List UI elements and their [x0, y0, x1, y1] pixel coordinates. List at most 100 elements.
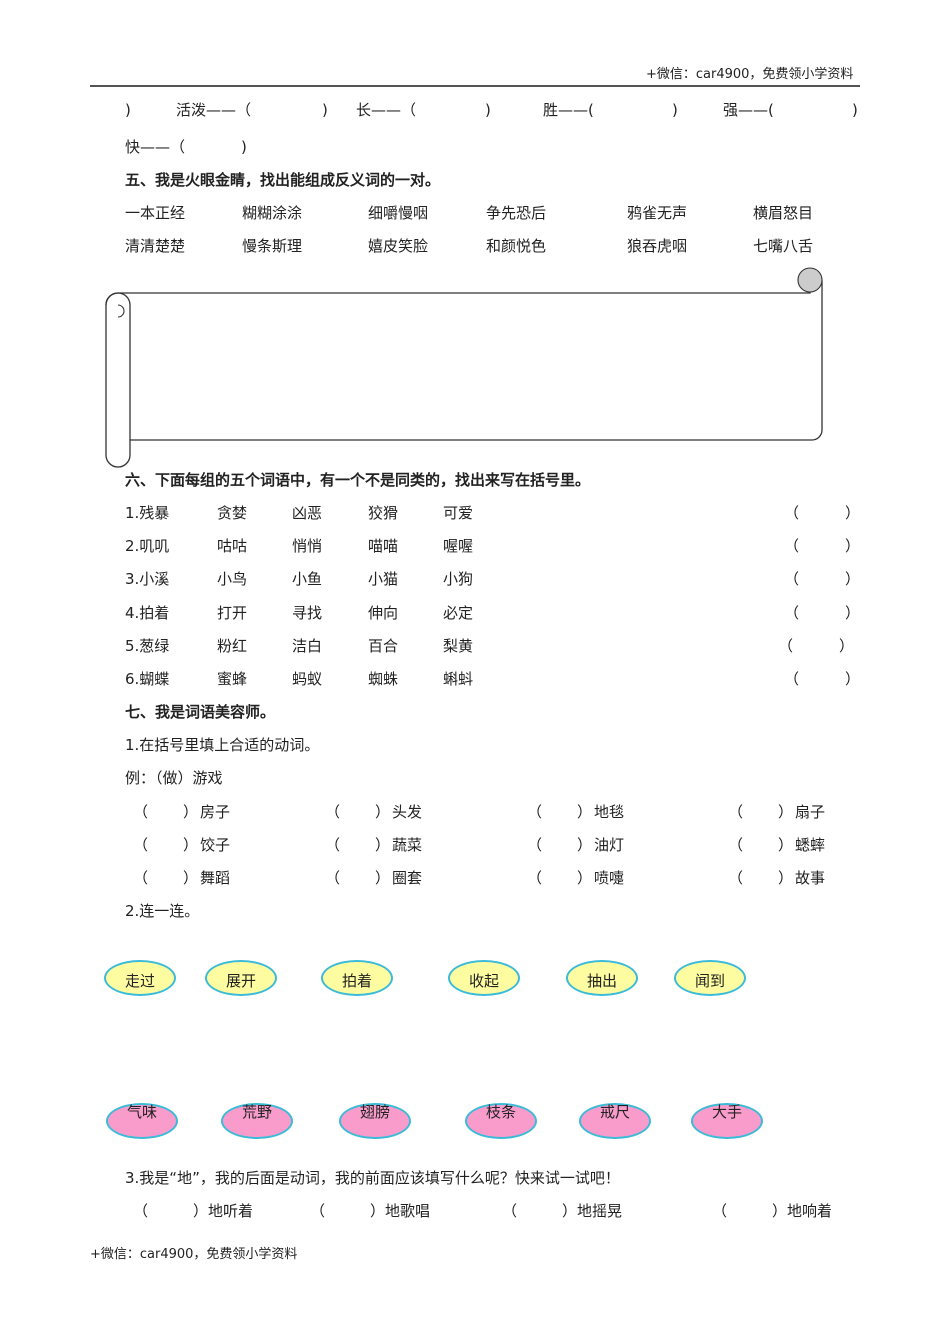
noun-bubble[interactable]: 气味 [106, 1103, 178, 1139]
verb-bubble[interactable]: 抽出 [566, 960, 638, 996]
word-option: 悄悄 [292, 537, 323, 556]
fill-paren-open: （ [325, 803, 341, 821]
header-rule [90, 85, 860, 87]
fill-paren-close: ） [183, 836, 199, 854]
question-3: 3.我是“地”，我的后面是动词，我的前面应该填写什么呢？快来试一试吧！ [125, 1169, 620, 1187]
word-option: 小狗 [443, 570, 474, 589]
word-option: 蜘蛛 [368, 670, 399, 688]
section-7-title: 七、我是词语美容师。 [125, 703, 276, 721]
antonym-fill-text: 胜——( [543, 101, 594, 119]
word-option: 可爱 [443, 504, 474, 522]
idiom-word: 七嘴八舌 [753, 237, 814, 255]
adverb-target-word: 地听着 [208, 1202, 254, 1220]
idiom-word: 和颜悦色 [486, 237, 547, 255]
fill-paren-close: ） [577, 836, 593, 854]
noun-bubble[interactable]: 大手 [691, 1103, 763, 1139]
antonym-fill-text: 长——（ [356, 101, 417, 119]
fill-word: 饺子 [200, 836, 231, 854]
fill-paren-open: （ [325, 869, 341, 887]
verb-bubble-label: 抽出 [586, 972, 617, 990]
verb-bubble[interactable]: 展开 [205, 960, 277, 996]
word-option: 凶恶 [292, 504, 323, 522]
antonym-fill-text: ) [241, 138, 247, 156]
idiom-word: 慢条斯理 [242, 237, 303, 255]
fill-paren-close: ） [193, 1202, 209, 1220]
idiom-word: 糊糊涂涂 [242, 204, 303, 222]
noun-bubble-label: 枝条 [485, 1103, 516, 1121]
verb-bubble[interactable]: 闻到 [674, 960, 746, 996]
fill-paren-open: （ [133, 1202, 149, 1220]
word-option: 小鱼 [292, 570, 323, 589]
fill-paren-open: （ [527, 836, 543, 854]
fill-word: 头发 [392, 803, 423, 821]
fill-paren-open: （ [712, 1202, 728, 1220]
word-option: 2.叽叽 [125, 537, 170, 556]
antonym-fill-text: ) [322, 101, 328, 119]
answer-paren-close: ） [845, 670, 861, 688]
word-option: 狡猾 [368, 504, 399, 522]
answer-paren-open: （ [784, 504, 800, 522]
fill-word: 喷嚏 [594, 869, 625, 887]
verb-bubble[interactable]: 收起 [448, 960, 520, 996]
word-option: 寻找 [292, 603, 323, 622]
fill-paren-open: （ [728, 869, 744, 887]
fill-paren-close: ） [778, 803, 794, 821]
fill-word: 舞蹈 [200, 869, 231, 887]
antonym-fill-text: 快——（ [125, 138, 186, 156]
idiom-word: 嬉皮笑脸 [368, 237, 429, 255]
fill-word: 圈套 [392, 869, 423, 887]
antonym-fill-text: ) [672, 101, 678, 119]
verb-bubble[interactable]: 拍着 [321, 960, 393, 996]
noun-bubble[interactable]: 枝条 [465, 1103, 537, 1139]
question-2: 2.连一连。 [125, 902, 200, 920]
idiom-word: 细嚼慢咽 [368, 204, 429, 222]
word-option: 蝌蚪 [443, 670, 474, 688]
answer-paren-close: ） [845, 570, 861, 589]
antonym-fill-text: ) [852, 101, 858, 119]
idiom-word: 鸦雀无声 [627, 204, 688, 222]
adverb-target-word: 地摇晃 [577, 1202, 623, 1220]
footer-watermark: +微信：car4900，免费领小学资料 [90, 1247, 298, 1262]
word-option: 必定 [443, 603, 474, 622]
fill-paren-open: （ [728, 803, 744, 821]
word-option: 蚂蚁 [292, 670, 323, 688]
fill-paren-close: ） [375, 836, 391, 854]
fill-paren-close: ） [370, 1202, 386, 1220]
fill-paren-close: ） [375, 803, 391, 821]
verb-bubble-label: 走过 [124, 972, 155, 990]
fill-paren-close: ） [562, 1202, 578, 1220]
word-option: 6.蝴蝶 [125, 670, 170, 688]
answer-paren-close: ） [845, 504, 861, 522]
fill-paren-close: ） [577, 803, 593, 821]
word-option: 喵喵 [368, 537, 399, 556]
fill-paren-close: ） [577, 869, 593, 887]
fill-paren-open: （ [728, 836, 744, 854]
antonym-fill-text: 强——( [723, 101, 774, 119]
answer-paren-open: （ [784, 537, 800, 556]
fill-paren-open: （ [527, 869, 543, 887]
fill-word: 蟋蟀 [795, 836, 826, 854]
noun-bubble[interactable]: 荒野 [221, 1103, 293, 1139]
answer-paren-close: ） [845, 603, 861, 622]
adverb-target-word: 地歌唱 [385, 1202, 431, 1220]
answer-paren-open: （ [784, 570, 800, 589]
fill-word: 房子 [200, 803, 231, 821]
verb-bubble[interactable]: 走过 [104, 960, 176, 996]
section-6-title: 六、下面每组的五个词语中，有一个不是同类的，找出来写在括号里。 [125, 471, 591, 489]
fill-paren-open: （ [133, 803, 149, 821]
noun-bubble[interactable]: 翅膀 [339, 1103, 411, 1139]
fill-paren-close: ） [778, 869, 794, 887]
noun-bubble[interactable]: 戒尺 [579, 1103, 651, 1139]
answer-paren-close: ） [845, 537, 861, 556]
section-5-title: 五、我是火眼金睛，找出能组成反义词的一对。 [125, 171, 441, 189]
noun-bubble-label: 翅膀 [359, 1103, 390, 1121]
antonym-fill-text: ) [125, 101, 131, 119]
word-option: 咕咕 [217, 537, 248, 556]
verb-bubble-label: 展开 [225, 972, 256, 990]
answer-paren-open: （ [784, 603, 800, 622]
fill-word: 油灯 [594, 836, 625, 854]
fill-paren-close: ） [183, 803, 199, 821]
header-watermark: +微信：car4900，免费领小学资料 [646, 67, 854, 82]
